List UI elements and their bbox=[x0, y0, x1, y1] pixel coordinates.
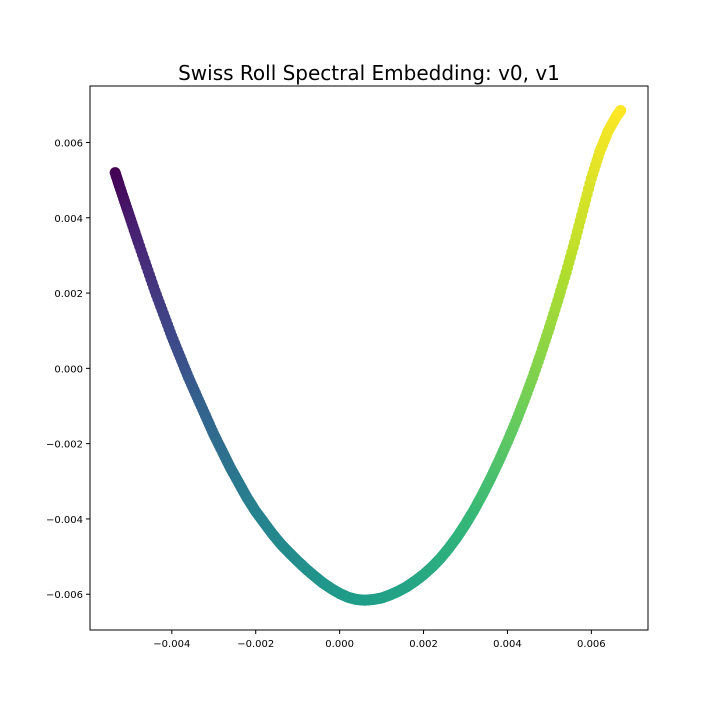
plot-frame bbox=[89, 85, 649, 631]
y-axis: −0.006 −0.004 −0.002 0.000 0.002 0.004 0.006 bbox=[46, 138, 90, 601]
x-axis: −0.004 −0.002 0.000 0.002 0.004 0.006 bbox=[153, 630, 606, 650]
y-tick-label: 0.000 bbox=[54, 364, 83, 375]
chart-title: Swiss Roll Spectral Embedding: v0, v1 bbox=[178, 61, 560, 85]
x-tick-label: −0.004 bbox=[153, 639, 190, 650]
x-tick-label: 0.006 bbox=[577, 639, 606, 650]
y-tick-label: 0.004 bbox=[54, 214, 83, 225]
y-tick-label: 0.002 bbox=[54, 289, 83, 300]
y-tick-label: −0.004 bbox=[46, 515, 83, 526]
y-tick-label: −0.006 bbox=[46, 590, 83, 601]
x-tick-label: 0.004 bbox=[493, 639, 522, 650]
y-tick-label: −0.002 bbox=[46, 440, 83, 451]
scatter-point bbox=[615, 104, 627, 116]
x-tick-label: 0.000 bbox=[325, 639, 354, 650]
points-layer bbox=[109, 104, 627, 606]
y-tick-label: 0.006 bbox=[54, 138, 83, 149]
x-tick-label: −0.002 bbox=[237, 639, 274, 650]
x-tick-label: 0.002 bbox=[409, 639, 438, 650]
